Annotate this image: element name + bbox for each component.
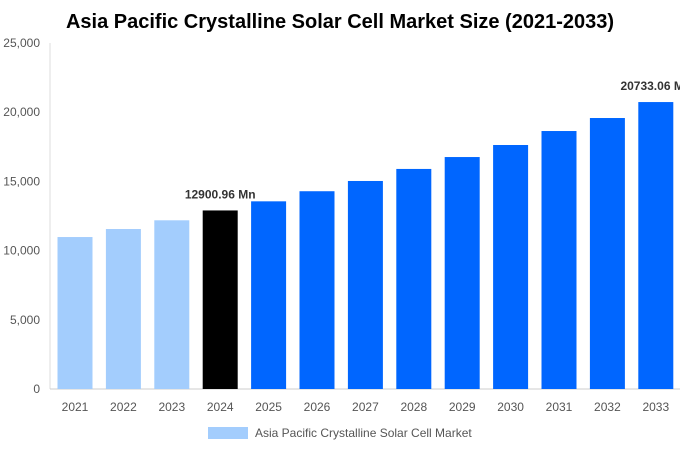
y-tick-label: 25,000 — [3, 36, 40, 50]
chart-title: Asia Pacific Crystalline Solar Cell Mark… — [66, 11, 614, 33]
legend-label: Asia Pacific Crystalline Solar Cell Mark… — [255, 426, 472, 440]
bar-2031[interactable] — [541, 131, 577, 389]
x-tick-label: 2028 — [400, 400, 427, 414]
bar-2033[interactable] — [638, 102, 674, 390]
bar-2032[interactable] — [589, 118, 625, 389]
data-label: 12900.96 Mn — [185, 187, 256, 201]
bar-2023[interactable] — [154, 220, 190, 389]
bars — [57, 102, 674, 390]
bar-2026[interactable] — [299, 191, 335, 389]
bar-2021[interactable] — [57, 237, 93, 389]
y-axis: 0 5,000 10,000 15,000 20,000 25,000 — [3, 36, 51, 396]
bar-2028[interactable] — [396, 168, 432, 389]
y-tick-label: 10,000 — [3, 244, 40, 258]
x-tick-label: 2032 — [594, 400, 621, 414]
data-labels: 12900.96 Mn 20733.06 Mn — [185, 79, 680, 201]
x-tick-label: 2027 — [352, 400, 379, 414]
x-tick-label: 2026 — [304, 400, 331, 414]
x-tick-label: 2023 — [158, 400, 185, 414]
data-label: 20733.06 Mn — [620, 79, 680, 93]
x-tick-label: 2031 — [546, 400, 573, 414]
y-tick-label: 5,000 — [10, 313, 40, 327]
x-axis: 2021 2022 2023 2024 2025 2026 2027 2028 2029 2030… — [50, 388, 680, 414]
legend-swatch — [208, 427, 248, 439]
x-tick-label: 2029 — [449, 400, 476, 414]
bar-2024[interactable] — [202, 210, 238, 389]
bar-2027[interactable] — [347, 180, 383, 389]
bar-2030[interactable] — [493, 145, 529, 389]
y-tick-label: 20,000 — [3, 105, 40, 119]
x-tick-label: 2030 — [497, 400, 524, 414]
bar-2029[interactable] — [444, 157, 480, 389]
legend[interactable]: Asia Pacific Crystalline Solar Cell Mark… — [208, 426, 472, 440]
x-tick-label: 2021 — [62, 400, 89, 414]
x-tick-label: 2024 — [207, 400, 234, 414]
bar-2022[interactable] — [105, 229, 141, 389]
y-tick-label: 0 — [33, 382, 40, 396]
x-tick-label: 2033 — [642, 400, 669, 414]
x-tick-label: 2025 — [255, 400, 282, 414]
bar-2025[interactable] — [251, 201, 287, 389]
x-tick-label: 2022 — [110, 400, 137, 414]
y-tick-label: 15,000 — [3, 174, 40, 188]
